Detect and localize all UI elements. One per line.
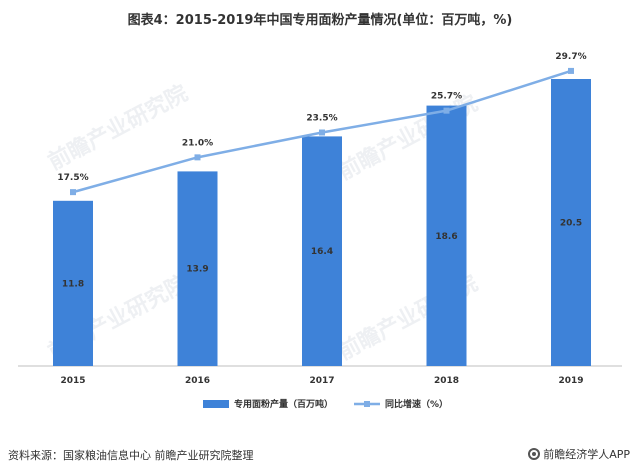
bar-label-2015: 11.8 — [62, 279, 84, 289]
brand-attribution: 前瞻经济学人APP — [528, 446, 630, 462]
x-tick-label-2016: 2016 — [185, 376, 210, 386]
legend-line-marker — [364, 401, 370, 407]
bar-2019 — [551, 79, 591, 366]
growth-label-2019: 29.7% — [555, 52, 586, 62]
x-tick-label-2017: 2017 — [309, 376, 334, 386]
bar-label-2018: 18.6 — [435, 232, 457, 242]
source-note: 资料来源：国家粮油信息中心 前瞻产业研究院整理 — [8, 449, 254, 462]
legend-bar-label: 专用面粉产量（百万吨） — [234, 398, 333, 410]
growth-label-2015: 17.5% — [57, 173, 88, 183]
legend-bar-swatch — [203, 400, 229, 408]
x-tick-label-2015: 2015 — [60, 376, 85, 386]
chart-title: 图表4：2015-2019年中国专用面粉产量情况(单位：百万吨，%) — [127, 13, 513, 28]
growth-point-2019 — [568, 67, 574, 74]
x-tick-label-2018: 2018 — [434, 376, 459, 386]
bar-2018 — [426, 105, 467, 366]
bar-label-2017: 16.4 — [311, 247, 333, 257]
growth-point-2015 — [70, 189, 76, 196]
bar-2016 — [177, 171, 218, 366]
bar-label-2019: 20.5 — [560, 219, 582, 229]
growth-point-2017 — [319, 129, 325, 136]
growth-label-2017: 23.5% — [306, 114, 337, 124]
bar-label-2016: 13.9 — [186, 265, 208, 275]
x-tick-label-2019: 2019 — [558, 376, 583, 386]
brand-label: 前瞻经济学人APP — [543, 448, 630, 461]
growth-point-2016 — [194, 154, 201, 161]
brand-logo-icon — [528, 448, 541, 460]
bar-2015 — [53, 200, 93, 366]
legend-line-label: 同比增速（%） — [385, 398, 448, 410]
growth-label-2018: 25.7% — [431, 92, 462, 102]
growth-label-2016: 21.0% — [182, 138, 213, 148]
growth-point-2018 — [443, 107, 450, 114]
bar-2017 — [302, 136, 342, 366]
